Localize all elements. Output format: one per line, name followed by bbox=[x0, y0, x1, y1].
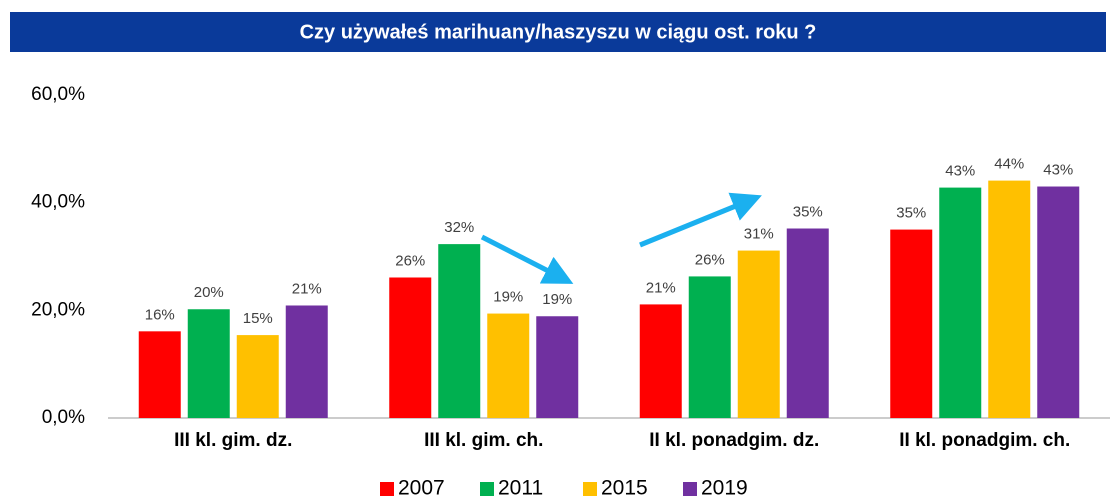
bar bbox=[536, 316, 579, 418]
bar bbox=[487, 313, 530, 418]
x-tick-label: II kl. ponadgim. dz. bbox=[649, 430, 819, 451]
legend-swatch bbox=[683, 482, 697, 496]
value-label: 31% bbox=[744, 226, 774, 243]
y-tick-label: 40,0% bbox=[31, 192, 85, 213]
bar bbox=[639, 304, 682, 418]
value-label: 44% bbox=[994, 156, 1024, 173]
y-tick-label: 0,0% bbox=[42, 407, 85, 428]
bar bbox=[236, 335, 279, 418]
bar bbox=[438, 244, 481, 418]
value-label: 19% bbox=[493, 289, 523, 306]
bar bbox=[737, 250, 780, 418]
value-label: 35% bbox=[793, 203, 823, 220]
value-label: 26% bbox=[695, 251, 725, 268]
legend-swatch bbox=[480, 482, 494, 496]
bar bbox=[285, 305, 328, 418]
title-banner bbox=[10, 12, 1106, 52]
y-tick-label: 20,0% bbox=[31, 299, 85, 320]
y-tick-label: 60,0% bbox=[31, 84, 85, 105]
value-label: 32% bbox=[444, 219, 474, 236]
bar bbox=[988, 180, 1031, 418]
value-label: 43% bbox=[945, 163, 975, 180]
legend-label: 2019 bbox=[701, 477, 748, 496]
bar bbox=[688, 276, 731, 418]
value-label: 20% bbox=[194, 284, 224, 301]
bar bbox=[389, 277, 432, 418]
legend-label: 2011 bbox=[498, 477, 543, 496]
bar bbox=[890, 229, 933, 418]
bar bbox=[1037, 186, 1080, 418]
chart-title: Czy używałeś marihuany/haszyszu w ciągu … bbox=[300, 21, 817, 43]
value-label: 21% bbox=[646, 279, 676, 296]
value-label: 19% bbox=[542, 291, 572, 308]
value-label: 43% bbox=[1043, 161, 1073, 178]
legend-swatch bbox=[583, 482, 597, 496]
legend-label: 2015 bbox=[601, 477, 648, 496]
arrow bbox=[480, 234, 574, 284]
bar bbox=[939, 187, 982, 418]
bar bbox=[187, 309, 230, 418]
value-label: 21% bbox=[292, 280, 322, 297]
x-tick-label: III kl. gim. ch. bbox=[424, 430, 543, 451]
value-label: 16% bbox=[145, 306, 175, 323]
value-label: 26% bbox=[395, 252, 425, 269]
value-label: 15% bbox=[243, 310, 273, 327]
arrow bbox=[639, 192, 762, 248]
legend-label: 2007 bbox=[398, 477, 445, 496]
bar bbox=[786, 228, 829, 418]
x-tick-label: II kl. ponadgim. ch. bbox=[899, 430, 1070, 451]
value-label: 35% bbox=[896, 205, 926, 222]
x-tick-label: III kl. gim. dz. bbox=[174, 430, 292, 451]
bar bbox=[138, 331, 181, 418]
legend-swatch bbox=[380, 482, 394, 496]
